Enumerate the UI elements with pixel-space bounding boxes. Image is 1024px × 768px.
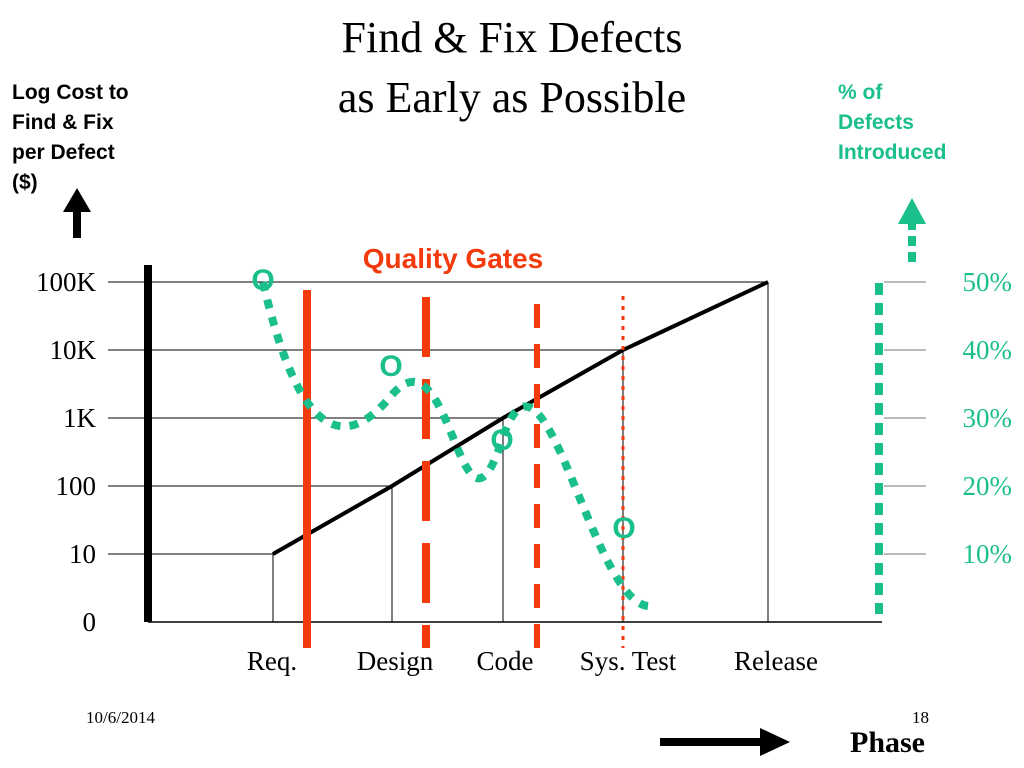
x-axis-label: Phase [850,726,925,759]
left-tick-label: 100 [56,471,97,501]
left-tick-label: 1K [63,403,97,433]
slide-page-number: 18 [912,708,929,727]
defect-marker: O [612,512,635,545]
phase-arrow [660,728,790,756]
left-tick-label: 10K [50,335,97,365]
defect-marker: O [251,264,274,297]
right-axis-up-arrow [898,198,926,262]
right-tick-label: 50% [963,267,1013,297]
slide-title-line2: as Early as Possible [337,73,687,122]
left-tick-label: 10 [69,539,96,569]
defect-marker: O [490,424,513,457]
right-tick-label: 30% [963,403,1013,433]
cost-series-line [272,280,769,556]
slide-date: 10/6/2014 [86,708,155,727]
defect-marker: O [379,350,402,383]
quality-gates-label: Quality Gates [363,243,544,274]
left-tick-label: 0 [83,607,97,637]
left-tick-label: 100K [36,267,97,297]
right-tick-label: 10% [963,539,1013,569]
left-axis-up-arrow [63,188,91,238]
right-tick-label: 20% [963,471,1013,501]
left-axis-label: Log Cost to Find & Fix per Defect ($) [12,81,129,194]
category-label: Release [734,646,818,676]
defects-series-line [259,281,650,610]
category-label: Code [477,646,534,676]
category-label: Design [357,646,434,676]
slide-title-line1: Find & Fix Defects [341,13,683,62]
right-axis-label: % of Defects Introduced [838,81,947,164]
right-tick-label: 40% [963,335,1013,365]
category-label: Sys. Test [580,646,677,676]
category-label: Req. [247,646,297,676]
